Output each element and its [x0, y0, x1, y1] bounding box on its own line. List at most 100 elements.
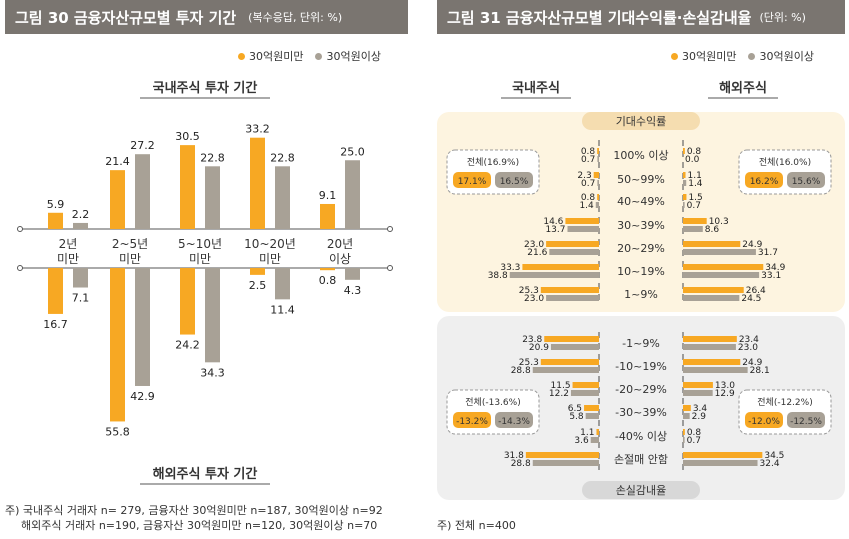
fig30-domestic-value: 25.0	[340, 145, 365, 158]
fig30-category-label: 미만	[119, 252, 141, 266]
expected-domestic-bar	[597, 148, 599, 154]
loss-foreign-value: 34.5	[764, 451, 784, 461]
expected-foreign-bar	[683, 241, 741, 247]
loss-category-label: -20~29%	[615, 383, 667, 396]
fig30-foreign-bar	[73, 268, 88, 288]
loss-category-label: -40% 이상	[615, 430, 667, 443]
fig31-col-foreign: 해외주식	[719, 80, 767, 96]
expected-foreign-value: 10.3	[709, 217, 729, 227]
fig30-title: 그림 30 금융자산규모별 투자 기간	[15, 8, 237, 27]
expected-total-domestic-value-over: 16.5%	[500, 177, 529, 187]
fig30-domestic-value: 9.1	[319, 189, 337, 202]
loss-foreign-bar	[683, 382, 713, 388]
loss-total-foreign-value-under: -12.0%	[748, 417, 780, 427]
fig30-domestic-bar	[320, 203, 335, 229]
expected-foreign-bar	[683, 148, 685, 154]
loss-total-foreign-value-over: -12.5%	[790, 417, 822, 427]
expected-domestic-bar	[567, 226, 599, 232]
fig30-foreign-value: 0.8	[319, 274, 337, 287]
loss-domestic-bar	[570, 390, 599, 396]
expected-foreign-value: 33.1	[761, 271, 781, 281]
loss-domestic-value: 1.1	[580, 428, 594, 438]
fig30-domestic-bar	[180, 145, 195, 229]
expected-foreign-bar	[683, 264, 764, 270]
fig30-domestic-value: 30.5	[175, 130, 200, 143]
expected-foreign-value: 0.7	[687, 201, 701, 211]
fig31-chart: 국내주식 해외주식 기대수익률 손실감내율 100% 이상 50~99% 40~49…	[437, 80, 845, 500]
expected-foreign-bar	[683, 272, 760, 278]
expected-foreign-value: 24.9	[742, 240, 762, 250]
loss-domestic-bar	[584, 405, 599, 411]
loss-foreign-bar	[683, 437, 685, 443]
fig30-domestic-bar	[250, 137, 265, 229]
fig30-foreign-bar	[275, 268, 290, 300]
fig30-foreign-bar	[110, 268, 125, 422]
expected-domestic-value: 14.6	[543, 217, 563, 227]
loss-category-label: -30~39%	[615, 406, 667, 419]
expected-category-label: 20~29%	[617, 242, 665, 255]
loss-foreign-value: 24.9	[742, 358, 762, 368]
loss-foreign-value: 28.1	[750, 366, 770, 376]
loss-foreign-value: 0.8	[687, 428, 702, 438]
expected-domestic-bar	[595, 202, 599, 208]
fig30-header: 그림 30 금융자산규모별 투자 기간 (복수응답, 단위: %)	[5, 0, 408, 34]
loss-foreign-bar	[683, 359, 741, 365]
expected-foreign-value: 1.1	[688, 171, 702, 181]
loss-foreign-bar	[683, 429, 685, 435]
fig30-domestic-value: 22.8	[270, 151, 295, 164]
fig30-foreign-bar	[180, 268, 195, 335]
expected-domestic-bar	[593, 172, 599, 178]
loss-foreign-bar	[683, 413, 690, 419]
expected-foreign-bar	[683, 180, 687, 186]
expected-category-label: 30~39%	[617, 219, 665, 232]
fig30-category-label: 2년	[59, 237, 78, 251]
fig30-foreign-value: 34.3	[200, 366, 225, 379]
expected-domestic-value: 25.3	[519, 286, 539, 296]
loss-domestic-bar	[540, 359, 599, 365]
fig30-note-2: 해외주식 거래자 n=190, 금융자산 30억원미만 n=120, 30억원이…	[21, 519, 378, 532]
fig31-section-expected: 기대수익률	[616, 115, 667, 128]
fig30-category-label: 이상	[329, 252, 351, 266]
legend-label-under: 30억원미만	[249, 50, 304, 63]
fig31-title: 그림 31 금융자산규모별 기대수익률·손실감내율	[447, 8, 752, 27]
expected-foreign-bar	[683, 218, 707, 224]
loss-foreign-bar	[683, 460, 758, 466]
loss-foreign-bar	[683, 344, 736, 350]
fig30-foreign-bar	[48, 268, 63, 314]
legend-dot-gray	[315, 52, 323, 60]
expected-domestic-value: 2.3	[577, 171, 591, 181]
expected-total-domestic-value-under: 17.1%	[458, 177, 487, 187]
loss-domestic-bar	[532, 367, 599, 373]
expected-category-label: 100% 이상	[613, 149, 668, 162]
loss-domestic-value: 31.8	[504, 451, 524, 461]
loss-domestic-bar	[544, 336, 599, 342]
expected-category-label: 1~9%	[624, 288, 658, 301]
axis-end-dot	[17, 226, 23, 232]
expected-domestic-value: 0.8	[581, 193, 596, 203]
expected-domestic-value: 0.8	[581, 147, 596, 157]
loss-domestic-bar	[572, 382, 599, 388]
fig30-chart: 국내주식 투자 기간 2년미만2~5년미만5~10년미만10~20년미만20년이…	[17, 80, 393, 485]
loss-foreign-value: 23.4	[739, 335, 759, 345]
loss-total-domestic-value-under: -13.2%	[456, 417, 488, 427]
legend-label-over: 30억원이상	[326, 50, 381, 63]
loss-domestic-value: 5.8	[569, 412, 584, 422]
expected-domestic-bar	[597, 194, 599, 200]
fig30-foreign-bar	[205, 268, 220, 363]
loss-total-domestic-value-over: -14.3%	[498, 417, 530, 427]
expected-foreign-bar	[683, 226, 703, 232]
expected-foreign-bar	[683, 194, 687, 200]
fig30-domestic-value: 22.8	[200, 151, 225, 164]
loss-foreign-value: 0.7	[687, 436, 701, 446]
expected-domestic-bar	[549, 249, 599, 255]
expected-category-label: 50~99%	[617, 173, 665, 186]
fig31-section-loss: 손실감내율	[616, 484, 667, 497]
fig30-top-label: 국내주식 투자 기간	[153, 80, 258, 96]
expected-domestic-value: 33.3	[500, 263, 520, 273]
fig30-foreign-bar	[250, 268, 265, 275]
fig31-unit: (단위: %)	[759, 11, 806, 24]
fig30-domestic-value: 27.2	[130, 139, 155, 152]
expected-domestic-bar	[597, 180, 599, 186]
expected-foreign-bar	[683, 287, 744, 293]
fig30-category-label: 5~10년	[178, 237, 222, 251]
